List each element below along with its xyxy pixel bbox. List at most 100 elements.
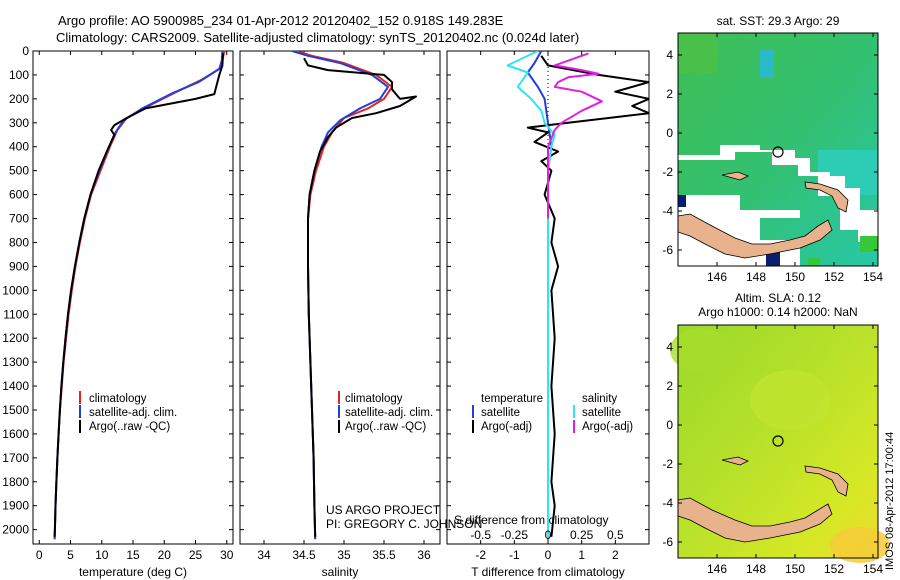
y-tick-label: 400 — [9, 140, 29, 154]
salinity-x-axis: 34 34.5 35 35.5 36 — [257, 51, 431, 562]
t-difference-label: T difference from climatology — [471, 565, 625, 579]
s-difference-label: S difference from climatology — [454, 513, 609, 527]
x-tick-label: -1 — [509, 548, 520, 562]
y-tick-label: 1900 — [2, 499, 29, 513]
y-tick-label: 1800 — [2, 475, 29, 489]
sla-map: Altim. SLA: 0.12 Argo h1000: 0.14 h2000:… — [662, 291, 890, 576]
float-position-marker — [772, 146, 784, 158]
sst-map: sat. SST: 29.3 Argo: 29 4 2 0 -2 -4 -6 146 148 1… — [662, 14, 883, 284]
sst-patch — [678, 33, 718, 73]
legend-label-argo: Argo(..raw -QC) — [89, 421, 170, 433]
x-tick-label: 30 — [220, 548, 234, 562]
sst-map-title: sat. SST: 29.3 Argo: 29 — [717, 14, 840, 28]
y-tick-label: 700 — [9, 212, 29, 226]
map-y-tick-label: -2 — [662, 165, 673, 179]
data-pixel — [808, 258, 820, 266]
header-line1: Argo profile: AO 5900985_234 01-Apr-2012… — [58, 13, 504, 28]
sla-map-frame — [677, 324, 879, 559]
map-y-tick-label: 4 — [666, 340, 673, 354]
y-tick-label: 1100 — [3, 307, 29, 321]
y-tick-label: 500 — [9, 164, 29, 178]
y-tick-label: 1200 — [2, 331, 29, 345]
x-tick-label: 0 — [36, 548, 43, 562]
x-tick-label: 2 — [612, 548, 619, 562]
legend-label-climatology: climatology — [345, 393, 403, 405]
salinity-legend: climatology satellite-adj. clim. Argo(..… — [338, 391, 433, 433]
map-y-tick-label: -6 — [662, 535, 673, 549]
x-tick-label: 20 — [158, 548, 172, 562]
temperature-axes-frame — [32, 50, 234, 545]
x-tick-label: 25 — [189, 548, 203, 562]
y-tick-label: 900 — [9, 259, 29, 273]
project-annotation-2: PI: GREGORY C. JOHNSON — [326, 517, 482, 531]
map-x-tick-label: 146 — [707, 270, 727, 284]
map-x-tick-label: 154 — [863, 270, 883, 284]
sla-map-axes: 4 2 0 -2 -4 -6 146 148 150 152 154 — [662, 325, 883, 576]
legend-label-satellite: satellite-adj. clim. — [345, 407, 433, 419]
temperature-legend: climatology satellite-adj. clim. Argo(..… — [79, 391, 177, 433]
x-tick-label: -2 — [475, 548, 486, 562]
map-y-tick-label: 4 — [666, 48, 673, 62]
x-tick-label: 0 — [545, 548, 552, 562]
legend-label-climatology: climatology — [89, 393, 147, 405]
t-difference-x-axis: -2 -1 0 1 2 — [475, 540, 619, 562]
new-britain-land — [804, 465, 849, 497]
x-tick-label: 5 — [67, 548, 74, 562]
series-line-climatology — [295, 51, 393, 540]
y-tick-label: 1000 — [2, 283, 29, 297]
sst-map-frame — [677, 32, 879, 267]
legend-label-s-satellite: satellite — [582, 407, 621, 419]
sst-map-axes: 4 2 0 -2 -4 -6 146 148 150 152 154 — [662, 33, 883, 284]
difference-legend: temperature satellite Argo(-adj) salinit… — [472, 393, 633, 433]
difference-y-ticks — [447, 50, 649, 531]
difference-series — [506, 51, 649, 540]
map-y-tick-label: 0 — [666, 126, 673, 140]
map-x-tick-label: 154 — [863, 562, 883, 576]
x-tick-label: 34 — [257, 548, 271, 562]
series-line-argo-raw-qc — [53, 53, 224, 537]
sla-map-title-2: Argo h1000: 0.14 h2000: NaN — [698, 305, 857, 319]
salinity-panel: 34 34.5 35 35.5 36 salinity climatology sate… — [239, 50, 482, 579]
map-y-tick-label: -4 — [662, 204, 673, 218]
salinity-axes-frame — [239, 50, 441, 545]
map-y-tick-label: 2 — [666, 87, 673, 101]
legend-heading-salinity: salinity — [582, 393, 617, 405]
x-tick-label: -0.5 — [470, 528, 491, 542]
map-y-tick-label: -2 — [662, 457, 673, 471]
map-x-tick-label: 152 — [824, 270, 844, 284]
sst-patch — [760, 50, 774, 78]
map-x-tick-label: 148 — [746, 562, 766, 576]
difference-panel: -2 -1 0 1 2 -0.5 -0.25 0 0.25 0.5 S difference f… — [446, 50, 650, 579]
y-tick-label: 100 — [9, 68, 29, 82]
new-guinea-land — [677, 497, 833, 543]
x-tick-label: 0.25 — [570, 528, 594, 542]
salinity-y-ticks — [240, 50, 440, 531]
project-annotation-1: US ARGO PROJECT — [326, 503, 441, 517]
map-x-tick-label: 148 — [746, 270, 766, 284]
x-tick-label: 15 — [126, 548, 140, 562]
data-pixel — [678, 195, 686, 207]
series-line-satellite-adj-clim — [53, 51, 224, 540]
map-x-tick-label: 146 — [707, 562, 727, 576]
map-x-tick-label: 150 — [785, 562, 805, 576]
s-difference-x-axis: -0.5 -0.25 0 0.25 0.5 — [470, 51, 624, 542]
map-x-tick-label: 152 — [824, 562, 844, 576]
x-tick-label: 0.5 — [607, 528, 624, 542]
map-x-tick-label: 150 — [785, 270, 805, 284]
y-tick-label: 200 — [9, 92, 29, 106]
series-line-salinity-satellite — [506, 51, 556, 540]
map-y-tick-label: -4 — [662, 496, 673, 510]
header-line2: Climatology: CARS2009. Satellite-adjuste… — [56, 30, 579, 45]
salinity-series — [291, 51, 417, 540]
x-tick-label: -0.25 — [501, 528, 529, 542]
salinity-xlabel: salinity — [322, 565, 359, 579]
legend-label-t-argo: Argo(-adj) — [481, 421, 532, 433]
y-tick-label: 600 — [9, 188, 29, 202]
sla-anomaly — [750, 370, 830, 430]
legend-label-s-argo: Argo(-adj) — [582, 421, 633, 433]
y-tick-label: 1600 — [2, 427, 29, 441]
legend-label-satellite: satellite-adj. clim. — [89, 407, 177, 419]
legend-heading-temperature: temperature — [481, 393, 543, 405]
x-tick-label: 0 — [545, 528, 552, 542]
